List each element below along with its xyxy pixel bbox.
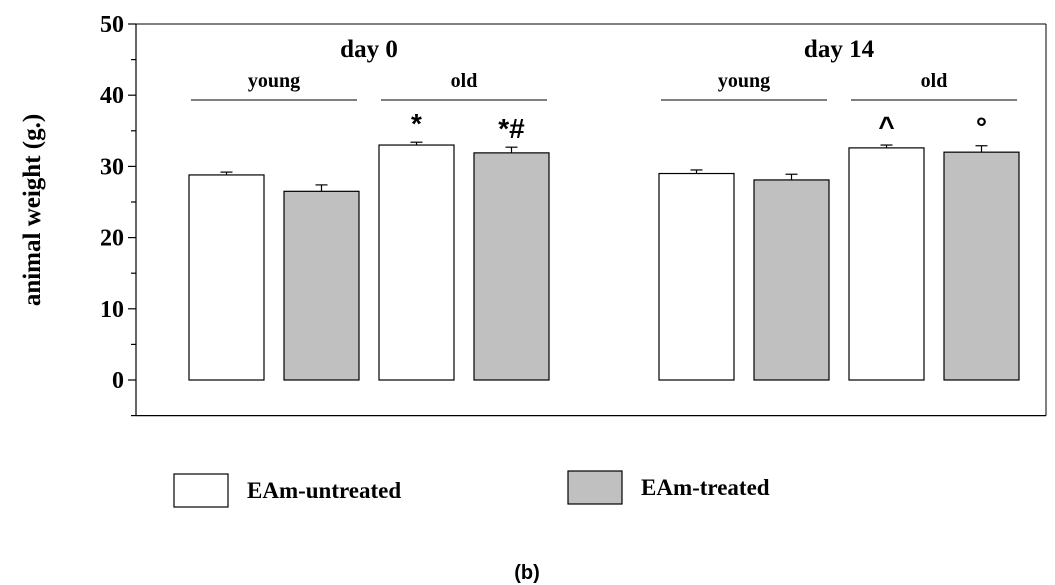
- bar: [378, 144, 455, 381]
- bar: [848, 147, 925, 381]
- subgroup-label: young: [248, 70, 300, 92]
- y-tick-label: 30: [100, 154, 124, 180]
- y-tick-label: 20: [100, 226, 124, 252]
- y-tick-label: 10: [100, 297, 124, 323]
- bar: [753, 179, 830, 381]
- y-tick-label: 50: [100, 12, 124, 38]
- y-axis-ticks: 0 10 20 30 40 50: [100, 12, 136, 417]
- legend-label: EAm-treated: [641, 475, 770, 500]
- subgroup-label: old: [451, 70, 478, 92]
- significance-marker: *: [411, 108, 422, 139]
- bar: [283, 190, 360, 381]
- bar: [658, 172, 735, 381]
- y-tick-label: 40: [100, 83, 124, 109]
- significance-marker: ^: [878, 111, 894, 142]
- legend-label: EAm-untreated: [247, 478, 401, 503]
- legend: EAm-untreated EAm-treated: [173, 470, 770, 508]
- bar: [188, 174, 265, 381]
- legend-swatch: [173, 473, 229, 508]
- group-headers: day 0 young old day 14 young old: [191, 36, 1017, 101]
- axes: [135, 23, 1047, 417]
- bar: [473, 152, 550, 381]
- group-title: day 0: [340, 36, 398, 63]
- bars: * *# ^ °: [188, 108, 1020, 381]
- group-title: day 14: [804, 36, 875, 63]
- legend-swatch: [567, 470, 623, 505]
- figure-label: (b): [514, 562, 540, 584]
- y-tick-label: 0: [112, 368, 124, 394]
- subgroup-label: young: [718, 70, 770, 92]
- bar: [943, 151, 1020, 381]
- subgroup-label: old: [921, 70, 948, 92]
- significance-marker: °: [976, 112, 987, 143]
- y-axis-label: animal weight (g.): [19, 114, 46, 306]
- significance-marker: *#: [498, 113, 525, 144]
